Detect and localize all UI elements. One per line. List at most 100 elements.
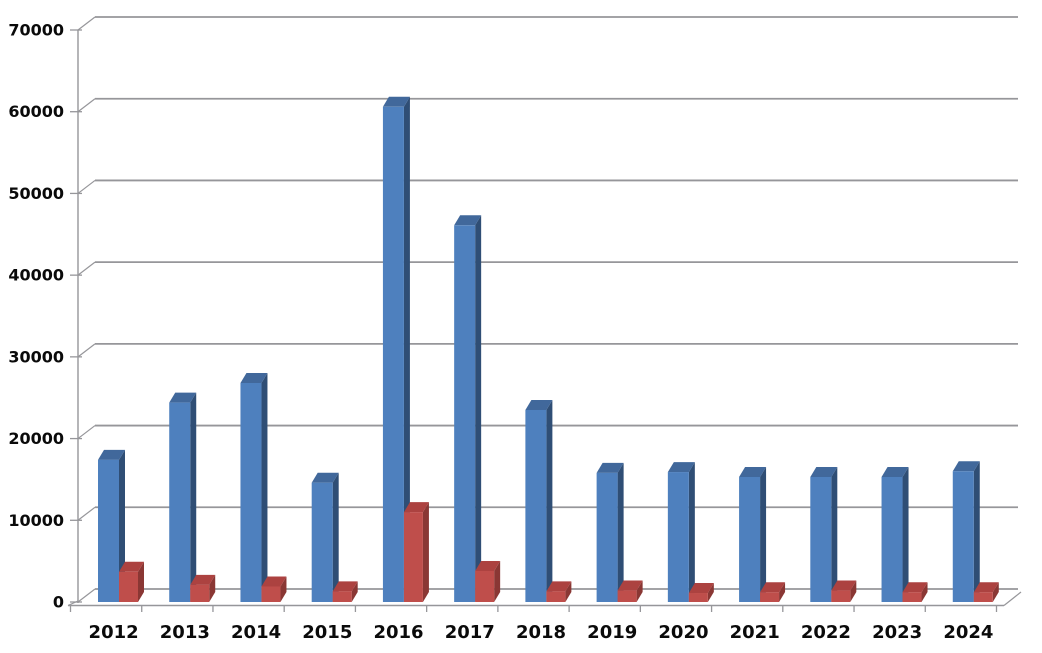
bar-side-face: [351, 581, 358, 602]
bar-blue-2016: [382, 96, 410, 602]
y-axis-label: 70000: [8, 21, 64, 40]
bar-blue-2015: [311, 472, 339, 602]
y-axis-label: 20000: [8, 429, 64, 448]
bar-blue-2021: [739, 466, 767, 602]
bar-front-face: [119, 571, 138, 602]
bar-top-face: [169, 392, 197, 403]
bar-side-face: [617, 462, 624, 602]
bar-front-face: [311, 482, 333, 602]
bar-front-face: [525, 409, 547, 602]
bar-blue-2012: [98, 449, 125, 602]
bar-front-face: [617, 590, 637, 602]
bar-side-face: [403, 96, 410, 602]
bar-blue-2014: [240, 373, 268, 602]
bar-top-face: [240, 373, 268, 384]
bar-side-face: [992, 582, 999, 602]
bar-side-face: [280, 576, 287, 602]
bar-side-face: [422, 502, 429, 602]
bar-top-face: [382, 96, 410, 107]
bar-side-face: [707, 583, 714, 602]
y-axis-label: 50000: [8, 184, 64, 203]
gridline-diagonal: [77, 343, 96, 358]
bar-front-face: [902, 592, 922, 602]
bar-red-2023: [902, 582, 928, 602]
x-axis-label: 2017: [445, 622, 495, 643]
axes-layer: [67, 30, 1022, 612]
x-axis-label: 2016: [373, 622, 423, 643]
bar-red-2014: [261, 576, 287, 602]
bar-top-face: [688, 583, 714, 594]
x-axis-label: 2018: [516, 622, 566, 643]
bar-top-face: [454, 215, 482, 226]
bar-blue-2013: [169, 392, 197, 602]
bar-blue-2018: [525, 399, 553, 602]
gridline-diagonal: [77, 179, 96, 194]
bar-front-face: [190, 584, 210, 602]
bar-top-face: [667, 462, 695, 473]
bar-top-face: [261, 576, 287, 587]
bar-top-face: [831, 580, 857, 591]
bar-front-face: [454, 225, 476, 602]
bar-red-2022: [831, 580, 857, 602]
bar-side-face: [565, 581, 572, 602]
x-axis-label: 2024: [943, 622, 993, 643]
x-axis-label: 2012: [89, 622, 139, 643]
bar-side-face: [760, 466, 767, 602]
x-axis-label: 2022: [801, 622, 851, 643]
gridline-diagonal: [77, 425, 96, 440]
gridline-diagonal: [77, 98, 96, 113]
gridline-diagonal: [77, 588, 96, 603]
bar-top-face: [617, 580, 643, 591]
bar-front-face: [475, 570, 495, 602]
bar-blue-2022: [810, 466, 838, 602]
bar-red-2019: [617, 580, 643, 602]
bar-top-face: [952, 461, 980, 472]
y-axis-label: 60000: [8, 102, 64, 121]
bar-front-face: [952, 471, 974, 602]
bar-front-face: [831, 590, 851, 602]
y-axis-label: 0: [53, 593, 64, 612]
bar-side-face: [688, 462, 695, 602]
bar-top-face: [332, 581, 358, 592]
bar-top-face: [902, 582, 928, 593]
bar-top-face: [119, 561, 144, 572]
bar-front-face: [403, 512, 423, 602]
bar-red-2021: [760, 582, 786, 602]
bar-top-face: [881, 466, 909, 477]
bar-top-face: [739, 466, 767, 477]
bar-red-2012: [119, 561, 144, 602]
bar-red-2015: [332, 581, 358, 602]
bar-top-face: [596, 462, 624, 473]
x-axis-label: 2015: [302, 622, 352, 643]
bar-red-2018: [546, 581, 572, 602]
bar-blue-2023: [881, 466, 909, 602]
bar-side-face: [209, 574, 216, 602]
bar-side-face: [973, 461, 980, 602]
bar-top-face: [973, 582, 999, 593]
bar-top-face: [760, 582, 786, 593]
x-axis-label: 2014: [231, 622, 281, 643]
bar-front-face: [667, 472, 689, 602]
bar-front-face: [240, 383, 262, 602]
bar-front-face: [382, 106, 404, 602]
bar-top-face: [98, 449, 125, 460]
bar-side-face: [902, 466, 909, 602]
gridline-diagonal: [77, 261, 96, 276]
bar-top-face: [311, 472, 339, 483]
bar-front-face: [169, 402, 191, 602]
floor-left-corner: [67, 600, 79, 607]
bar-side-face: [119, 449, 125, 602]
bar-front-face: [881, 476, 903, 602]
bar-front-face: [688, 593, 708, 602]
bar-side-face: [636, 580, 643, 602]
gridline-diagonal: [77, 16, 96, 31]
x-axis-label: 2013: [160, 622, 210, 643]
bar-top-face: [190, 574, 216, 585]
bar-side-face: [921, 582, 928, 602]
bar-front-face: [973, 592, 993, 602]
gridline-diagonal: [77, 506, 96, 521]
y-axis-label: 40000: [8, 266, 64, 285]
bar-front-face: [596, 472, 618, 602]
